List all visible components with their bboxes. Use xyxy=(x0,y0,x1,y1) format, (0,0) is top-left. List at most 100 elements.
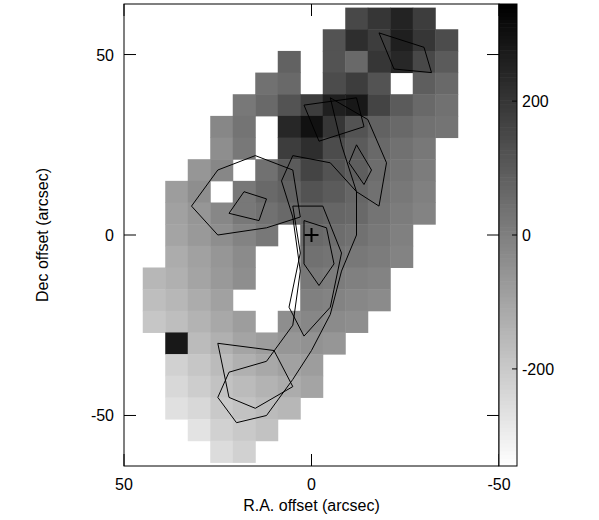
cell xyxy=(188,267,211,289)
colorbar-step xyxy=(499,81,517,85)
cell xyxy=(210,354,233,376)
cell xyxy=(210,441,233,463)
cell xyxy=(233,203,256,225)
colorbar-step xyxy=(499,208,517,212)
colorbar-step xyxy=(499,227,517,231)
cell xyxy=(413,73,436,95)
colorbar-step xyxy=(499,431,517,435)
cell xyxy=(345,73,368,95)
colorbar-tick xyxy=(512,235,517,236)
cell xyxy=(345,8,368,30)
colorbar-step xyxy=(499,185,517,189)
colorbar-step xyxy=(499,285,517,289)
colorbar-step xyxy=(499,66,517,70)
colorbar-step xyxy=(499,23,517,27)
cell xyxy=(233,267,256,289)
colorbar-step xyxy=(499,73,517,77)
cell xyxy=(413,116,436,138)
cell xyxy=(255,94,278,116)
colorbar-tick-label: 200 xyxy=(522,93,549,110)
colorbar-step xyxy=(499,31,517,35)
colorbar-step xyxy=(499,166,517,170)
colorbar-step xyxy=(499,243,517,247)
colorbar-step xyxy=(499,116,517,120)
colorbar-step xyxy=(499,401,517,405)
frame xyxy=(124,4,499,466)
colorbar-step xyxy=(499,366,517,370)
cell xyxy=(210,159,233,181)
colorbar-step xyxy=(499,193,517,197)
colorbar-step xyxy=(499,150,517,154)
cell xyxy=(210,224,233,246)
colorbar-step xyxy=(499,135,517,139)
cell xyxy=(345,138,368,160)
colorbar-step xyxy=(499,77,517,81)
colorbar-step xyxy=(499,112,517,116)
y-tick xyxy=(487,235,499,236)
y-tick-label: 0 xyxy=(105,227,114,244)
y-tick xyxy=(487,415,499,416)
colorbar-step xyxy=(499,458,517,462)
cell xyxy=(390,246,413,268)
cell xyxy=(255,376,278,398)
colorbar-step xyxy=(499,162,517,166)
cell xyxy=(368,267,391,289)
cell xyxy=(165,354,188,376)
colorbar-step xyxy=(499,93,517,97)
contour xyxy=(229,192,267,221)
colorbar-step xyxy=(499,331,517,335)
cell xyxy=(368,181,391,203)
colorbar-step xyxy=(499,327,517,331)
cell xyxy=(165,203,188,225)
cell xyxy=(165,376,188,398)
colorbar-step xyxy=(499,351,517,355)
cell xyxy=(278,397,301,419)
colorbar-tick-label: 0 xyxy=(522,227,531,244)
cell xyxy=(323,29,346,51)
cell xyxy=(390,181,413,203)
colorbar-step xyxy=(499,43,517,47)
cell xyxy=(165,311,188,333)
contour xyxy=(349,145,372,185)
colorbar-step xyxy=(499,393,517,397)
x-tick-label: 0 xyxy=(307,476,316,493)
cell xyxy=(368,94,391,116)
colorbar-step xyxy=(499,451,517,455)
cell xyxy=(323,159,346,181)
cell xyxy=(390,138,413,160)
colorbar-step xyxy=(499,231,517,235)
colorbar-step xyxy=(499,258,517,262)
cell xyxy=(233,116,256,138)
colorbar-step xyxy=(499,85,517,89)
cell xyxy=(278,73,301,95)
colorbar-step xyxy=(499,339,517,343)
cell xyxy=(210,311,233,333)
colorbar-step xyxy=(499,96,517,100)
cell xyxy=(188,354,211,376)
cell xyxy=(165,332,188,354)
cell xyxy=(188,311,211,333)
cell xyxy=(300,376,323,398)
colorbar-step xyxy=(499,12,517,16)
colorbar-step xyxy=(499,108,517,112)
cell xyxy=(165,246,188,268)
cell xyxy=(210,289,233,311)
cell xyxy=(278,116,301,138)
cell xyxy=(210,419,233,441)
colorbar-step xyxy=(499,89,517,93)
cell xyxy=(300,289,323,311)
colorbar-step xyxy=(499,362,517,366)
y-tick-label: 50 xyxy=(96,47,114,64)
cell xyxy=(323,246,346,268)
cell xyxy=(413,159,436,181)
colorbar-step xyxy=(499,262,517,266)
cell xyxy=(435,51,458,73)
colorbar-step xyxy=(499,408,517,412)
cell xyxy=(368,51,391,73)
colorbar-step xyxy=(499,197,517,201)
cell xyxy=(165,224,188,246)
cell xyxy=(345,267,368,289)
colorbar-step xyxy=(499,247,517,251)
plot-area xyxy=(143,8,459,463)
colorbar-step xyxy=(499,300,517,304)
